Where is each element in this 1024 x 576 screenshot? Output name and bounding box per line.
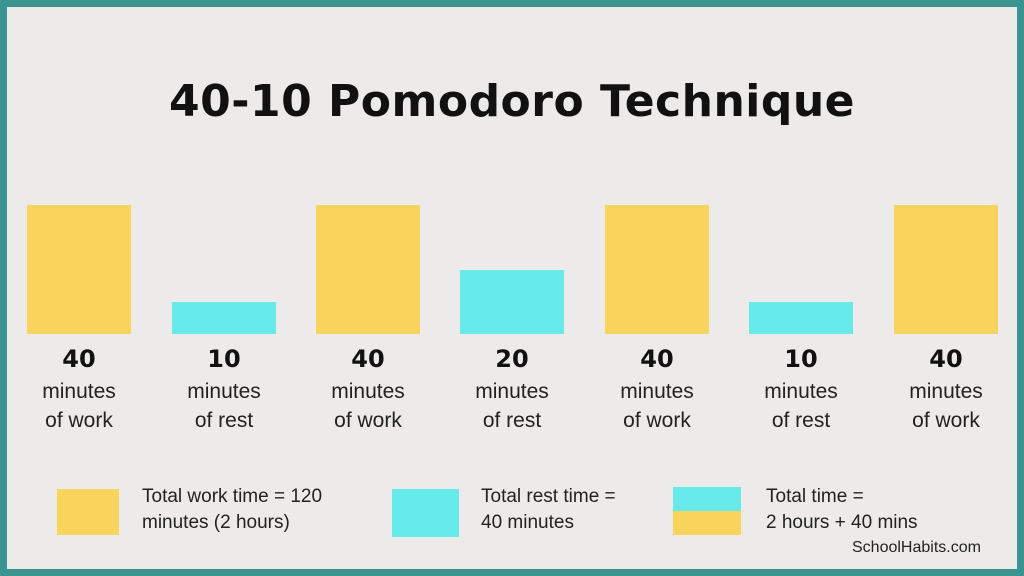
legend-work-text: Total work time = 120 minutes (2 hours) [142,484,322,536]
legend-total-line2: 2 hours + 40 mins [766,512,918,533]
bar-value-label: 40 [640,345,674,373]
bar-value-label: 20 [495,345,529,373]
bar-unit-label: minutes [331,380,405,403]
bar-work [27,205,131,334]
bar-work [605,205,709,334]
bar-value-label: 10 [784,345,818,373]
bar-unit-label: minutes [620,380,694,403]
legend-work-swatch [57,489,119,535]
legend-rest-text: Total rest time = 40 minutes [481,484,616,536]
bar-work [894,205,998,334]
bar-kind-label: of rest [771,409,831,432]
bar-unit-label: minutes [187,380,261,403]
bar-kind-label: of work [912,409,980,432]
bar-rest [172,301,276,334]
bar-unit-label: minutes [909,380,983,403]
bar-rest [460,269,564,334]
bar-unit-label: minutes [764,380,838,403]
legend-work-line1: Total work time = 120 [142,486,323,507]
legend-total-text: Total time = 2 hours + 40 mins [766,484,918,536]
legend-rest-line1: Total rest time = [481,486,616,507]
bar-value-label: 10 [207,345,241,373]
bar-kind-label: of rest [194,409,254,432]
bar-rest [749,301,853,334]
bar-unit-label: minutes [475,380,549,403]
source-credit: SchoolHabits.com [852,539,981,556]
legend-rest-swatch [392,489,459,537]
legend-total-line1: Total time = [766,486,864,507]
bar-value-label: 40 [929,345,963,373]
bar-kind-label: of rest [482,409,542,432]
bar-kind-label: of work [623,409,691,432]
bar-value-label: 40 [62,345,96,373]
bar-kind-label: of work [334,409,402,432]
legend-total-rest-swatch [673,487,741,511]
bar-value-label: 40 [351,345,385,373]
chart-title: 40-10 Pomodoro Technique [168,76,856,127]
bar-work [316,205,420,334]
bar-unit-label: minutes [42,380,116,403]
legend-total-work-swatch [673,511,741,535]
legend-work-line2: minutes (2 hours) [142,512,290,533]
bar-kind-label: of work [45,409,113,432]
legend-rest-line2: 40 minutes [481,512,574,533]
